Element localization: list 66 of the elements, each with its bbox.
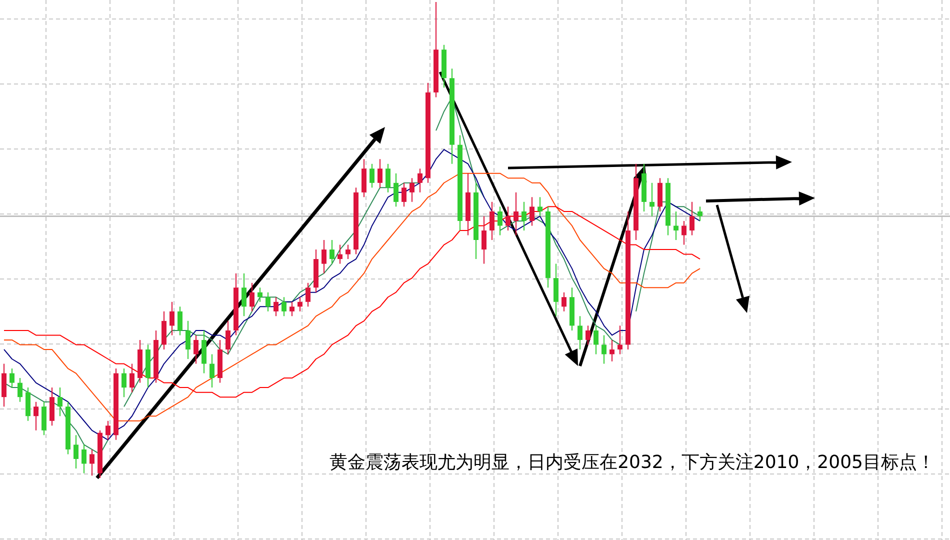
candlestick — [242, 272, 246, 317]
candlestick — [386, 163, 390, 193]
candlestick — [274, 296, 278, 317]
candlestick — [178, 306, 182, 336]
candlestick — [106, 420, 110, 440]
candlestick — [2, 363, 6, 408]
candlestick — [418, 168, 422, 193]
candlestick — [298, 296, 302, 312]
candlestick — [186, 320, 190, 360]
candlestick — [410, 178, 414, 202]
candlestick — [586, 325, 590, 346]
candlestick — [610, 339, 614, 362]
candlestick — [58, 387, 62, 417]
candlestick — [578, 316, 582, 350]
candlestick — [162, 310, 166, 350]
candlestick — [370, 163, 374, 188]
candlestick — [674, 210, 678, 240]
candlestick — [170, 301, 174, 336]
candlestick — [554, 263, 558, 317]
candlestick — [698, 206, 702, 222]
candlestick — [306, 282, 310, 308]
candlestick — [26, 387, 30, 422]
candlestick — [538, 196, 542, 217]
candlestick — [682, 220, 686, 246]
candlestick — [290, 301, 294, 317]
candlestick — [42, 401, 46, 436]
candlestick — [690, 201, 694, 236]
candlestick — [250, 282, 254, 312]
candlestick — [490, 201, 494, 240]
candlestick — [34, 401, 38, 431]
candlestick — [194, 334, 198, 364]
candlestick — [658, 178, 662, 212]
candlestick — [202, 330, 206, 374]
candlestick — [226, 320, 230, 355]
candlestick — [498, 206, 502, 236]
candlestick — [362, 158, 366, 198]
candlestick — [522, 201, 526, 231]
candlestick — [82, 444, 86, 474]
candlestick — [562, 292, 566, 312]
candlestick — [482, 216, 486, 264]
candlestick — [394, 172, 398, 208]
candlestick — [594, 325, 598, 355]
candlestick — [530, 196, 534, 226]
candlestick — [130, 363, 134, 393]
candlestick — [18, 378, 22, 402]
candlestick — [338, 244, 342, 264]
annotation: 黄金震荡表现尤为明显，日内受压在2032，下方关注2010，2005目标点！ — [330, 452, 935, 473]
candlestick — [50, 387, 54, 426]
candlestick — [282, 296, 286, 317]
candlestick — [618, 325, 622, 355]
candlestick — [210, 354, 214, 388]
candlestick — [650, 182, 654, 217]
candlestick — [122, 368, 126, 398]
candlestick — [322, 240, 326, 274]
candlestick — [10, 368, 14, 388]
candlestick — [266, 292, 270, 312]
candlestick — [506, 206, 510, 231]
candlestick — [602, 334, 606, 364]
candlestick — [330, 240, 334, 264]
candlestick — [514, 192, 518, 236]
candlestick — [90, 448, 94, 476]
candlestick — [346, 244, 350, 260]
candlestick — [74, 434, 78, 469]
candlestick — [402, 182, 406, 208]
candlestick — [378, 158, 382, 188]
candlestick — [258, 287, 262, 302]
